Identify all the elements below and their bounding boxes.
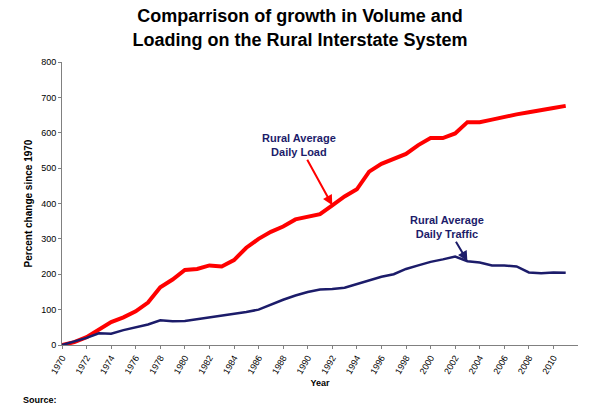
svg-text:1970: 1970 — [49, 354, 68, 376]
svg-text:1972: 1972 — [74, 354, 93, 376]
svg-text:1990: 1990 — [295, 354, 314, 376]
svg-text:Percent change since 1970: Percent change since 1970 — [23, 139, 34, 267]
svg-text:1988: 1988 — [270, 354, 289, 376]
svg-text:1992: 1992 — [319, 354, 338, 376]
svg-text:1986: 1986 — [246, 354, 265, 376]
svg-text:300: 300 — [41, 234, 56, 244]
svg-text:2004: 2004 — [467, 354, 486, 376]
svg-text:Source:Truck Weight Study: Source:Truck Weight Study — [23, 395, 107, 407]
svg-text:100: 100 — [41, 305, 56, 315]
svg-text:2000: 2000 — [418, 354, 437, 376]
svg-text:1998: 1998 — [393, 354, 412, 376]
svg-text:1976: 1976 — [123, 354, 142, 376]
svg-text:1974: 1974 — [98, 354, 117, 376]
svg-text:800: 800 — [41, 57, 56, 67]
svg-text:Rural AverageDaily Load: Rural AverageDaily Load — [262, 132, 336, 158]
svg-text:2002: 2002 — [442, 354, 461, 376]
svg-text:500: 500 — [41, 163, 56, 173]
svg-text:Year: Year — [310, 378, 330, 388]
svg-text:1980: 1980 — [172, 354, 191, 376]
svg-text:1982: 1982 — [196, 354, 215, 376]
svg-text:Rural AverageDaily Traffic: Rural AverageDaily Traffic — [410, 214, 484, 240]
svg-text:1996: 1996 — [368, 354, 387, 376]
svg-text:1984: 1984 — [221, 354, 240, 376]
svg-text:1994: 1994 — [344, 354, 363, 376]
svg-text:2010: 2010 — [540, 354, 559, 376]
svg-text:400: 400 — [41, 199, 56, 209]
svg-text:200: 200 — [41, 269, 56, 279]
svg-text:2008: 2008 — [516, 354, 535, 376]
svg-text:0: 0 — [51, 340, 56, 350]
svg-text:1978: 1978 — [147, 354, 166, 376]
svg-text:Comparrison of growth in Volum: Comparrison of growth in Volume andLoadi… — [132, 6, 467, 49]
svg-text:700: 700 — [41, 93, 56, 103]
svg-text:600: 600 — [41, 128, 56, 138]
svg-text:2006: 2006 — [491, 354, 510, 376]
